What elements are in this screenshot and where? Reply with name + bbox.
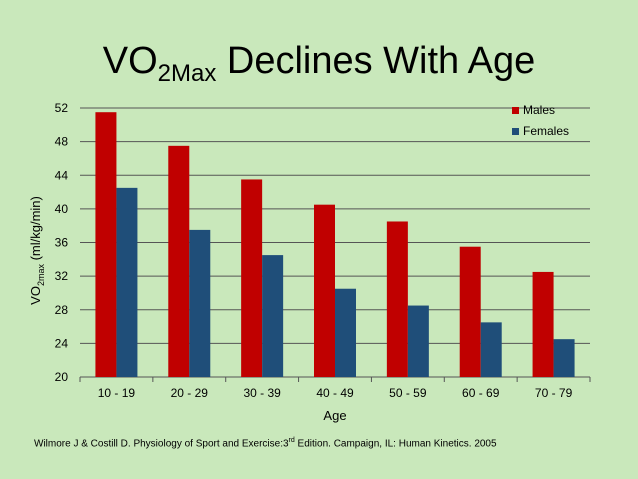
y-axis-label-rest: (ml/kg/min) <box>28 196 43 264</box>
citation: Wilmore J & Costill D. Physiology of Spo… <box>34 437 497 449</box>
bar-males-50-59 <box>386 221 408 377</box>
bar-females-30-39 <box>262 255 284 377</box>
y-tick-label: 32 <box>55 269 69 283</box>
x-tick-label: 40 - 49 <box>316 386 354 400</box>
y-axis-label-main: VO <box>28 286 43 305</box>
y-tick-label: 28 <box>55 303 69 317</box>
bar-females-60-69 <box>480 322 502 377</box>
y-axis-label-sub: 2max <box>36 264 46 287</box>
legend-swatch-females <box>512 128 519 135</box>
citation-superscript: rd <box>288 437 295 444</box>
x-tick-label: 70 - 79 <box>535 386 573 400</box>
y-tick-label: 40 <box>55 202 69 216</box>
x-tick-label: 10 - 19 <box>98 386 136 400</box>
x-tick-label: 60 - 69 <box>462 386 500 400</box>
bar-females-50-59 <box>407 305 429 377</box>
bar-males-20-29 <box>168 145 190 377</box>
bar-females-70-79 <box>553 339 575 377</box>
y-tick-label: 36 <box>55 236 69 250</box>
bar-males-70-79 <box>532 271 554 377</box>
bar-females-40-49 <box>335 288 356 377</box>
slide-title: VO2Max Declines With Age <box>0 40 638 88</box>
citation-suffix: Edition. Campaign, IL: Human Kinetics. 2… <box>294 438 497 450</box>
x-tick-label: 50 - 59 <box>389 386 427 400</box>
x-axis-label: Age <box>323 408 346 423</box>
x-tick-label: 30 - 39 <box>243 386 281 400</box>
legend-swatch-males <box>512 107 519 114</box>
y-tick-label: 24 <box>55 336 69 350</box>
title-main: VO <box>102 40 158 82</box>
y-tick-label: 48 <box>55 135 69 149</box>
bar-females-10-19 <box>116 187 138 377</box>
title-rest: Declines With Age <box>216 40 536 82</box>
citation-prefix: Wilmore J & Costill D. Physiology of Spo… <box>34 438 289 450</box>
x-tick-label: 20 - 29 <box>171 386 209 400</box>
bar-males-30-39 <box>241 179 263 377</box>
bar-males-60-69 <box>459 246 481 377</box>
y-tick-label: 44 <box>55 168 69 182</box>
title-subscript: 2Max <box>157 60 217 87</box>
bar-males-10-19 <box>95 112 117 377</box>
y-tick-label: 20 <box>55 370 69 384</box>
legend-label-females: Females <box>523 124 569 138</box>
bar-females-20-29 <box>189 229 211 377</box>
y-axis-label: VO2max (ml/kg/min) <box>28 196 46 305</box>
y-tick-label: 52 <box>55 101 69 115</box>
bar-males-40-49 <box>314 204 335 377</box>
legend-label-males: Males <box>523 103 555 117</box>
